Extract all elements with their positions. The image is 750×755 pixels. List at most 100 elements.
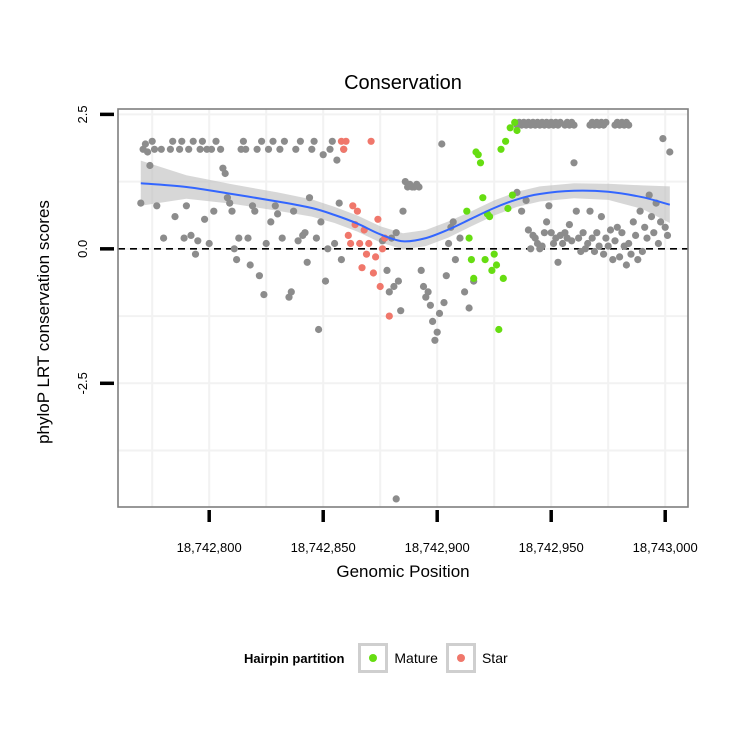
point-mature <box>481 256 489 264</box>
y-tick-label: 0.0 <box>75 240 90 258</box>
point-other <box>278 234 286 242</box>
point-other <box>572 207 580 215</box>
point-other <box>326 145 334 153</box>
point-other <box>538 242 546 250</box>
point-other <box>319 151 327 159</box>
point-other <box>625 239 633 248</box>
point-other <box>561 229 569 237</box>
point-other <box>324 245 332 253</box>
point-other <box>590 247 599 256</box>
point-other <box>638 247 647 256</box>
point-other <box>433 328 441 336</box>
x-tick-label: 18,742,900 <box>405 540 470 555</box>
point-other <box>308 145 316 153</box>
point-other <box>201 215 209 223</box>
point-other <box>543 218 551 226</box>
point-other <box>207 145 216 153</box>
point-other <box>586 207 594 215</box>
point-other <box>271 202 279 210</box>
point-other <box>274 210 282 218</box>
smooth-curve <box>140 182 671 243</box>
point-other <box>310 137 318 145</box>
point-other <box>141 140 149 148</box>
smooth-curve-group <box>140 182 671 243</box>
point-other <box>217 145 225 153</box>
point-star <box>374 215 382 223</box>
point-other <box>292 145 300 153</box>
point-other <box>328 137 336 145</box>
point-other <box>187 231 195 239</box>
point-other <box>262 239 270 248</box>
point-other <box>280 137 288 145</box>
legend-label-mature: Mature <box>394 650 438 666</box>
point-other <box>394 277 402 285</box>
data-points <box>137 118 674 503</box>
point-other <box>419 282 428 291</box>
point-other <box>417 266 425 274</box>
point-other <box>392 229 400 237</box>
confidence-band <box>140 160 670 250</box>
point-star <box>353 207 361 215</box>
point-other <box>524 226 533 234</box>
point-other <box>625 121 633 129</box>
point-other <box>383 266 391 274</box>
point-other <box>645 191 653 199</box>
point-other <box>611 237 619 245</box>
point-star <box>367 137 375 145</box>
point-other <box>235 234 243 242</box>
point-other <box>657 218 665 226</box>
point-other <box>445 239 453 248</box>
point-other <box>144 148 152 156</box>
point-other <box>269 137 277 145</box>
point-other <box>604 242 612 250</box>
point-other <box>267 218 275 226</box>
point-other <box>226 199 234 207</box>
point-mature <box>504 204 512 213</box>
point-other <box>335 199 343 207</box>
point-other <box>196 145 204 153</box>
point-other <box>258 137 266 145</box>
point-other <box>194 237 202 245</box>
point-other <box>461 288 469 296</box>
point-other <box>634 256 642 264</box>
point-star <box>342 137 350 145</box>
point-other <box>390 282 398 291</box>
point-star <box>340 145 348 153</box>
point-mature <box>499 274 507 282</box>
point-other <box>246 261 254 269</box>
point-other <box>449 218 457 226</box>
point-other <box>431 336 439 344</box>
point-other <box>616 253 624 261</box>
point-other <box>317 218 325 226</box>
point-other <box>606 226 615 234</box>
point-other <box>559 239 567 248</box>
point-star <box>365 239 373 248</box>
point-other <box>185 145 193 153</box>
x-axis-label: Genomic Position <box>336 562 470 581</box>
point-star <box>349 202 357 210</box>
point-star <box>378 245 387 253</box>
point-other <box>545 202 553 210</box>
point-other <box>451 256 459 264</box>
point-other <box>456 234 464 242</box>
point-other <box>584 239 592 248</box>
point-other <box>242 145 250 153</box>
legend-key-star <box>445 643 476 673</box>
point-star <box>347 239 355 248</box>
point-mature <box>465 234 473 242</box>
point-other <box>294 237 302 245</box>
y-axis-ticks: 2.5 0.0 -2.5 <box>75 105 114 395</box>
point-other <box>654 239 663 248</box>
point-other <box>153 202 161 210</box>
legend-dot-star <box>456 654 465 662</box>
point-other <box>575 234 583 242</box>
point-other <box>157 145 165 153</box>
point-other <box>588 234 596 242</box>
point-other <box>595 242 603 250</box>
point-star <box>344 231 352 239</box>
point-other <box>627 250 635 258</box>
point-star <box>369 269 377 277</box>
point-other <box>570 121 578 129</box>
chart-title: Conservation <box>344 72 462 94</box>
point-other <box>248 202 257 210</box>
